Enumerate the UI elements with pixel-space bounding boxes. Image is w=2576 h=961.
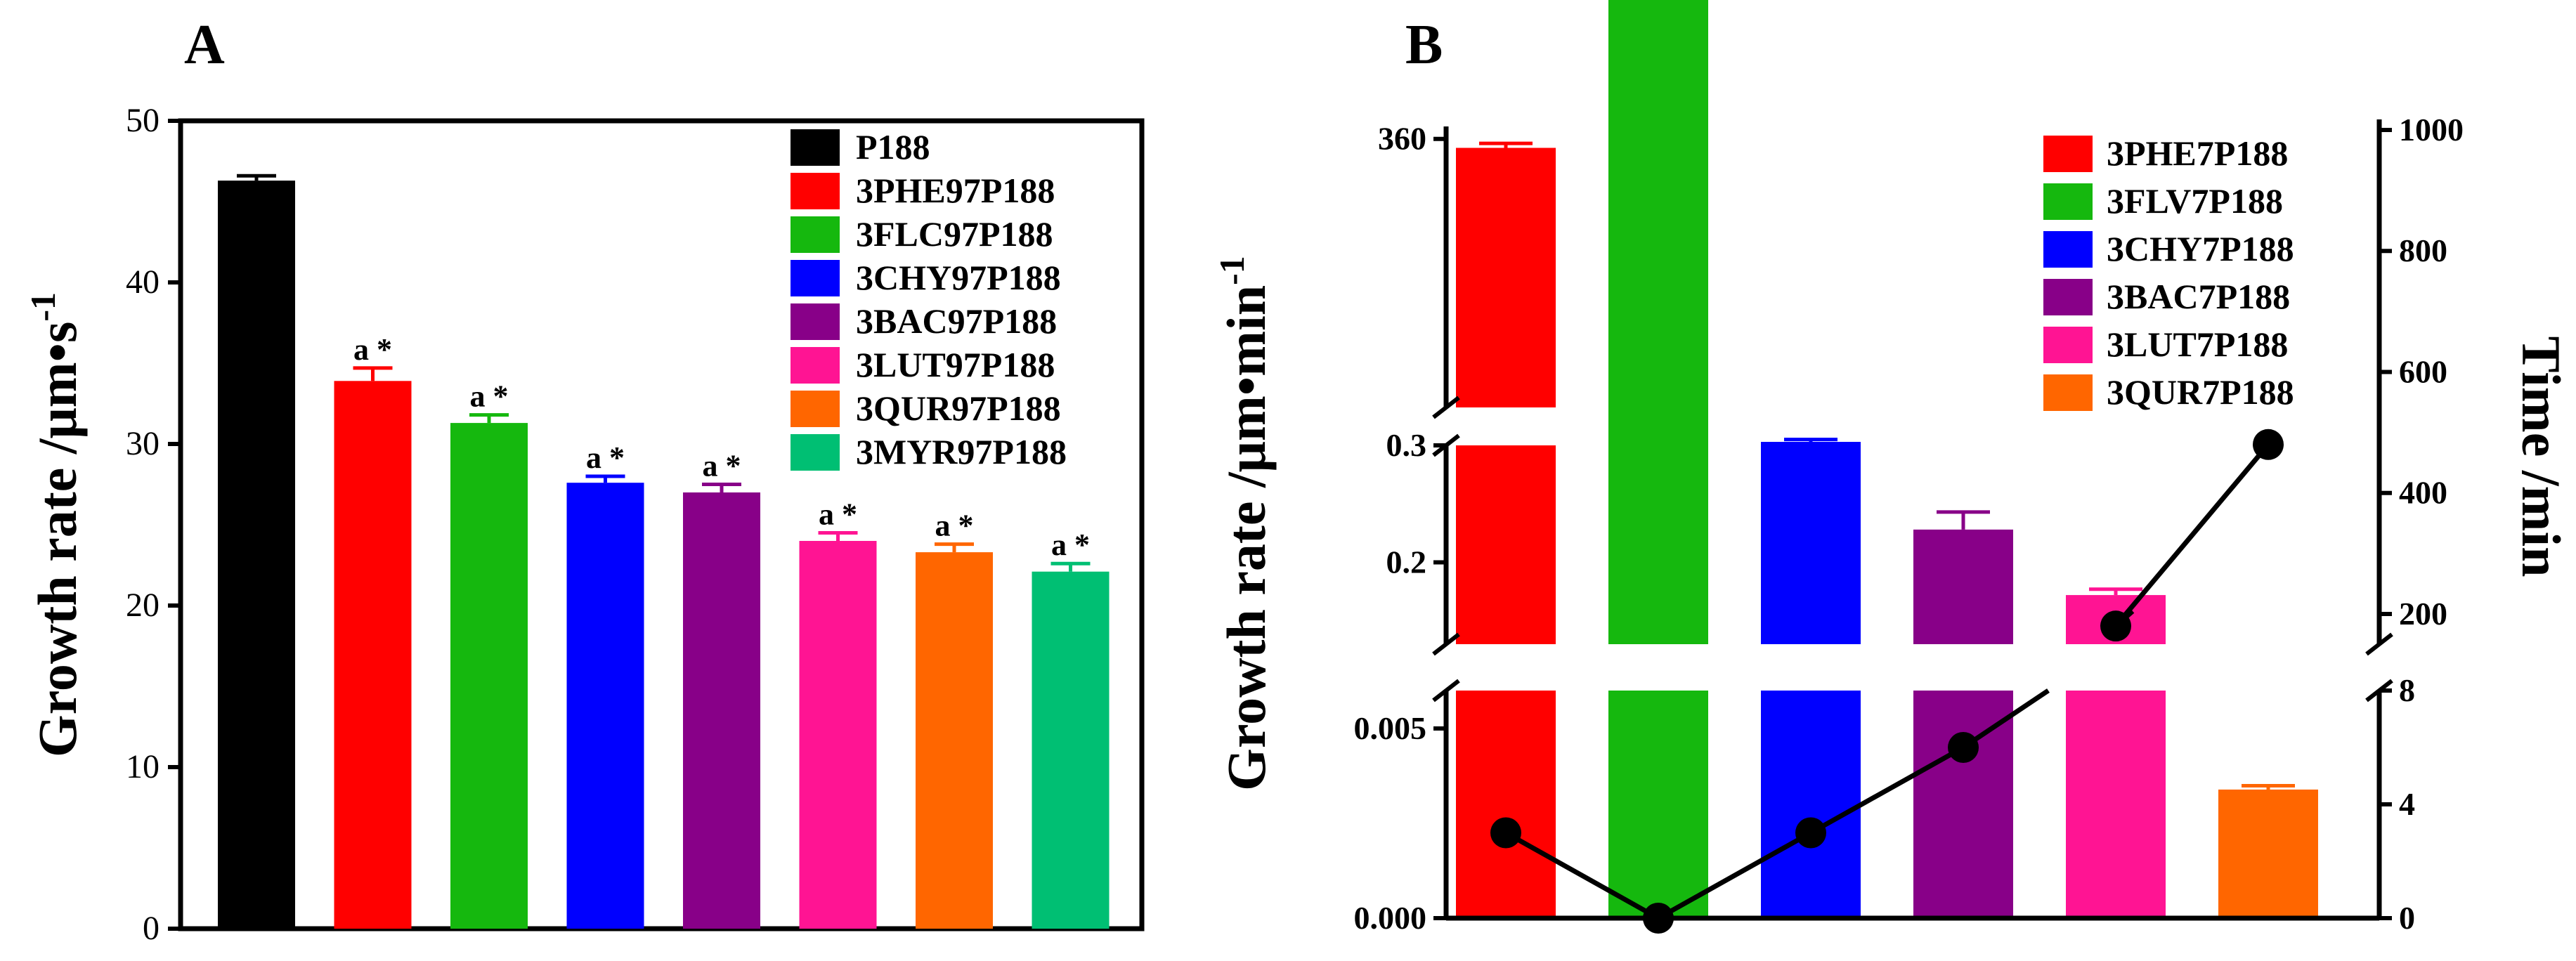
panel-b-legend-label: 3LUT7P188 <box>2107 325 2288 364</box>
panel-a-legend-label: 3FLC97P188 <box>856 214 1053 254</box>
panel-a-bar <box>334 381 412 929</box>
panel-b-legend-label: 3FLV7P188 <box>2107 181 2283 221</box>
panel-b-time-line <box>2114 443 2270 628</box>
panel-b-bar-segment <box>1456 148 1556 407</box>
panel-a-chart: 0 10 20 30 40 50 a * a * a * a * a * a * a * P188 3PHE… <box>23 102 1145 947</box>
panel-a-y-tick-label: 0 <box>143 910 160 947</box>
panel-b-right-tick-label: 1000 <box>2399 112 2464 148</box>
panel-a-legend-swatch <box>791 129 840 166</box>
panel-b-label: B <box>1405 14 1443 76</box>
panel-b-right-tick-label: 200 <box>2399 596 2447 632</box>
panel-b-left-tick-label: 0.005 <box>1354 710 1427 746</box>
panel-a-bar <box>916 552 993 929</box>
panel-a-legend-label: 3CHY97P188 <box>856 258 1061 297</box>
panel-a-legend-label: 3QUR97P188 <box>856 388 1061 428</box>
panel-b-legend-swatch <box>2043 374 2093 411</box>
panel-b-chart: 0.000 0.005 0.2 0.3 360 0 4 8 200 400 600 800 1000 3P… <box>1212 0 2572 936</box>
panel-a-legend-label: P188 <box>856 127 930 166</box>
panel-a-axes-frame <box>178 118 1145 931</box>
panel-b-time-point <box>2253 429 2284 460</box>
panel-b-time-point <box>1795 817 1826 849</box>
panel-b-legend-swatch <box>2043 279 2093 315</box>
panel-a-bar <box>450 423 528 929</box>
panel-b-legend-swatch <box>2043 231 2093 268</box>
panel-b-right-tick-label: 800 <box>2399 233 2447 268</box>
panel-b-left-tick-label: 0.2 <box>1386 544 1427 580</box>
panel-a-legend-label: 3PHE97P188 <box>856 171 1055 210</box>
panel-a-legend-swatch <box>791 216 840 253</box>
panel-a-significance-label: a * <box>935 509 974 543</box>
panel-b-bar-segment <box>1913 691 2013 918</box>
panel-b-bar-segment <box>1608 0 1708 644</box>
panel-a-y-axis-label: Growth rate /μm•s-1 <box>23 292 88 757</box>
panel-b-bar-segment <box>1456 691 1556 918</box>
panel-b-bar-segment <box>1456 445 1556 644</box>
panel-a-bar <box>218 181 295 929</box>
panel-b-right-tick-label: 0 <box>2399 900 2415 936</box>
panel-b-legend-swatch <box>2043 136 2093 172</box>
panel-b-left-tick-label: 360 <box>1378 121 1426 157</box>
panel-a-legend-label: 3BAC97P188 <box>856 301 1057 341</box>
panel-b-axis-break-mark <box>1432 679 1460 702</box>
panel-b-right-tick-label: 8 <box>2399 672 2415 708</box>
panel-b-time-point <box>2100 610 2131 642</box>
panel-b-legend-label: 3BAC7P188 <box>2107 277 2290 316</box>
panel-a-significance-label: a * <box>703 449 741 483</box>
panel-b-right-tick-label: 600 <box>2399 353 2447 389</box>
panel-b-legend-label: 3CHY7P188 <box>2107 229 2294 268</box>
panel-a-legend-label: 3LUT97P188 <box>856 345 1055 384</box>
panel-b-axis-break-mark <box>1432 395 1460 419</box>
panel-b-bar-segment <box>1608 691 1708 918</box>
panel-b-legend-swatch <box>2043 183 2093 220</box>
panel-b-left-tick-label: 0.3 <box>1386 427 1427 463</box>
panel-b-time-line <box>1809 745 1965 835</box>
panel-b-right-tick-label: 400 <box>2399 475 2447 511</box>
panel-b-bar-segment <box>1913 529 2013 644</box>
panel-a-legend-swatch <box>791 391 840 427</box>
panel-a-legend-swatch <box>791 260 840 296</box>
panel-b-time-line <box>1504 830 1660 921</box>
panel-a-legend-label: 3MYR97P188 <box>856 432 1067 471</box>
panel-b-y-axis-label: Growth rate /μm•min-1 <box>1212 256 1277 791</box>
panel-a-y-tick-label: 40 <box>126 263 160 301</box>
panel-a-y-tick-label: 10 <box>126 748 160 785</box>
panel-a-bar <box>1032 571 1110 929</box>
panel-a-legend-swatch <box>791 303 840 340</box>
panel-b-legend-label: 3QUR7P188 <box>2107 372 2294 412</box>
panel-a-legend-swatch <box>791 347 840 384</box>
panel-b-time-point <box>1948 732 1979 763</box>
panel-a-bar <box>799 541 877 929</box>
panel-b-legend-swatch <box>2043 327 2093 363</box>
panel-b-bar-segment <box>1761 442 1861 644</box>
panel-a-y-tick-label: 20 <box>126 587 160 624</box>
panel-a-significance-label: a * <box>353 332 392 367</box>
panel-a-bar <box>566 483 644 929</box>
panel-b-time-point <box>1643 903 1674 934</box>
panel-b-left-tick-label: 0.000 <box>1354 900 1427 936</box>
panel-b-bar-segment <box>1761 691 1861 918</box>
panel-a-y-tick-label: 50 <box>126 102 160 139</box>
panel-b-legend-label: 3PHE7P188 <box>2107 133 2288 173</box>
panel-a-significance-label: a * <box>819 497 857 532</box>
panel-b-right-axis-label: Time /min <box>2511 336 2572 577</box>
panel-b-bar-segment <box>2218 789 2318 918</box>
panel-b-time-line <box>1962 688 2050 750</box>
panel-a-bar <box>683 492 760 929</box>
panel-a-significance-label: a * <box>470 379 509 414</box>
panel-b-time-line <box>1657 830 1812 921</box>
panel-a-y-tick-label: 30 <box>126 425 160 462</box>
panel-a-significance-label: a * <box>1051 528 1090 562</box>
panel-b-right-tick-label: 4 <box>2399 786 2415 822</box>
panel-a-legend-swatch <box>791 173 840 209</box>
panel-b-axis-break-mark <box>2365 632 2393 656</box>
panel-a-significance-label: a * <box>586 440 625 475</box>
panel-b-axis-break-mark <box>1432 632 1460 656</box>
panel-a-legend-swatch <box>791 434 840 471</box>
panel-a-label: A <box>184 14 225 76</box>
panel-b-bar-segment <box>2066 691 2166 918</box>
panel-b-time-point <box>1490 817 1521 849</box>
